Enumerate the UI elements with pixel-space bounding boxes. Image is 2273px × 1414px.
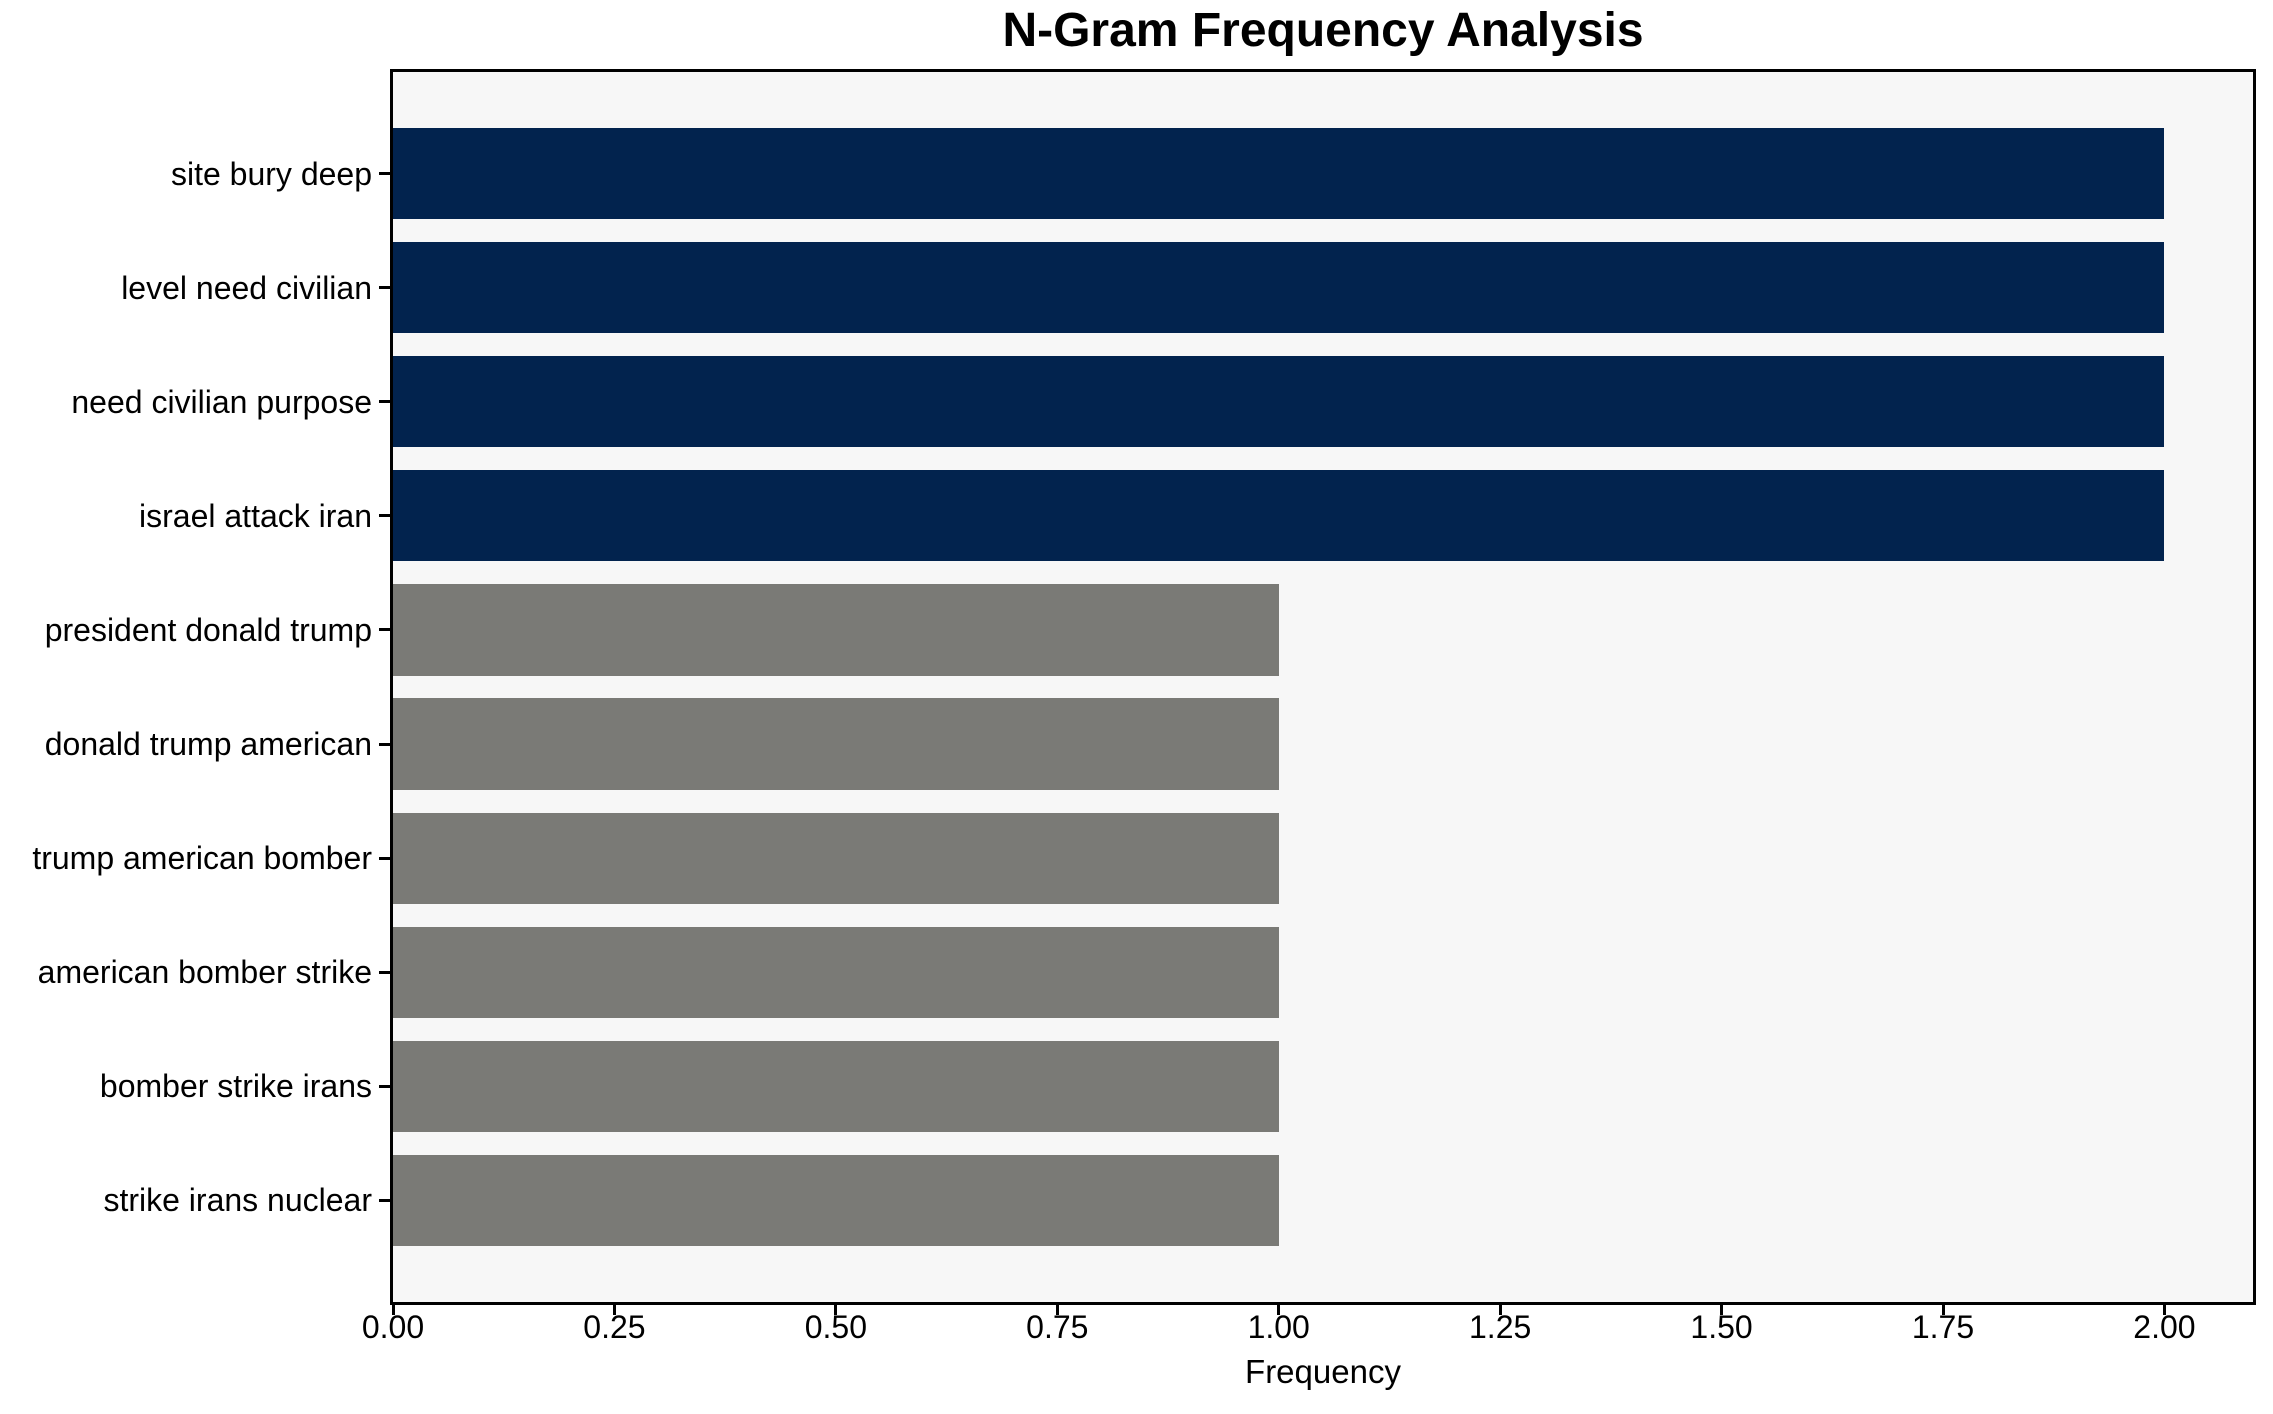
y-tick-label: trump american bomber [32, 840, 372, 877]
y-tick-label: american bomber strike [37, 954, 372, 991]
x-tick-mark [1055, 1305, 1059, 1315]
bar-donald-trump-american [393, 698, 1279, 790]
bar-site-bury-deep [393, 127, 2165, 220]
y-tick-label: donald trump american [44, 726, 372, 763]
y-tick-mark [379, 1084, 390, 1088]
x-tick-mark [1941, 1305, 1945, 1315]
bar-israel-attack-iran [393, 470, 2165, 562]
bar-level-need-civilian [393, 242, 2165, 334]
y-tick-mark [379, 628, 390, 632]
y-tick-label: president donald trump [44, 611, 372, 648]
x-tick-mark [612, 1305, 616, 1315]
bar-need-civilian-purpose [393, 356, 2165, 448]
x-tick-mark [1277, 1305, 1281, 1315]
y-tick-label: israel attack iran [139, 497, 372, 534]
bar-american-bomber-strike [393, 926, 1279, 1018]
x-tick-label: 1.50 [1690, 1309, 1753, 1345]
y-tick-label: strike irans nuclear [103, 1182, 372, 1219]
bar-trump-american-bomber [393, 812, 1279, 904]
x-tick-mark [1720, 1305, 1724, 1315]
x-tick-mark [834, 1305, 838, 1315]
x-tick-label: 1.00 [1247, 1309, 1310, 1345]
x-tick-label: 0.50 [804, 1309, 867, 1345]
y-tick-mark [379, 856, 390, 860]
x-tick-label: 0.75 [1026, 1309, 1089, 1345]
x-tick-mark [1498, 1305, 1502, 1315]
bar-bomber-strike-irans [393, 1040, 1279, 1132]
y-tick-label: need civilian purpose [71, 383, 372, 420]
y-tick-mark [379, 172, 390, 176]
x-tick-label: 1.25 [1469, 1309, 1532, 1345]
y-tick-mark [379, 1198, 390, 1202]
y-tick-mark [379, 742, 390, 746]
bar-president-donald-trump [393, 584, 1279, 676]
y-tick-mark [379, 286, 390, 290]
chart-title: N-Gram Frequency Analysis [1002, 4, 1644, 57]
y-tick-mark [379, 400, 390, 404]
y-tick-mark [379, 514, 390, 518]
x-tick-label: 1.75 [1911, 1309, 1975, 1345]
x-tick-label: 0.25 [583, 1309, 646, 1345]
bar-strike-irans-nuclear [393, 1154, 1279, 1247]
x-tick-label: 2.00 [2133, 1309, 2196, 1345]
x-tick-mark [2162, 1305, 2166, 1315]
plot-area [390, 69, 2256, 1305]
y-tick-label: bomber strike irans [99, 1068, 372, 1105]
y-tick-label: site bury deep [170, 155, 372, 192]
y-tick-mark [379, 970, 390, 974]
x-tick-mark [391, 1305, 395, 1315]
y-tick-label: level need civilian [121, 269, 372, 306]
x-tick-label: 0.00 [361, 1309, 425, 1345]
x-axis-label: Frequency [1245, 1353, 1401, 1390]
